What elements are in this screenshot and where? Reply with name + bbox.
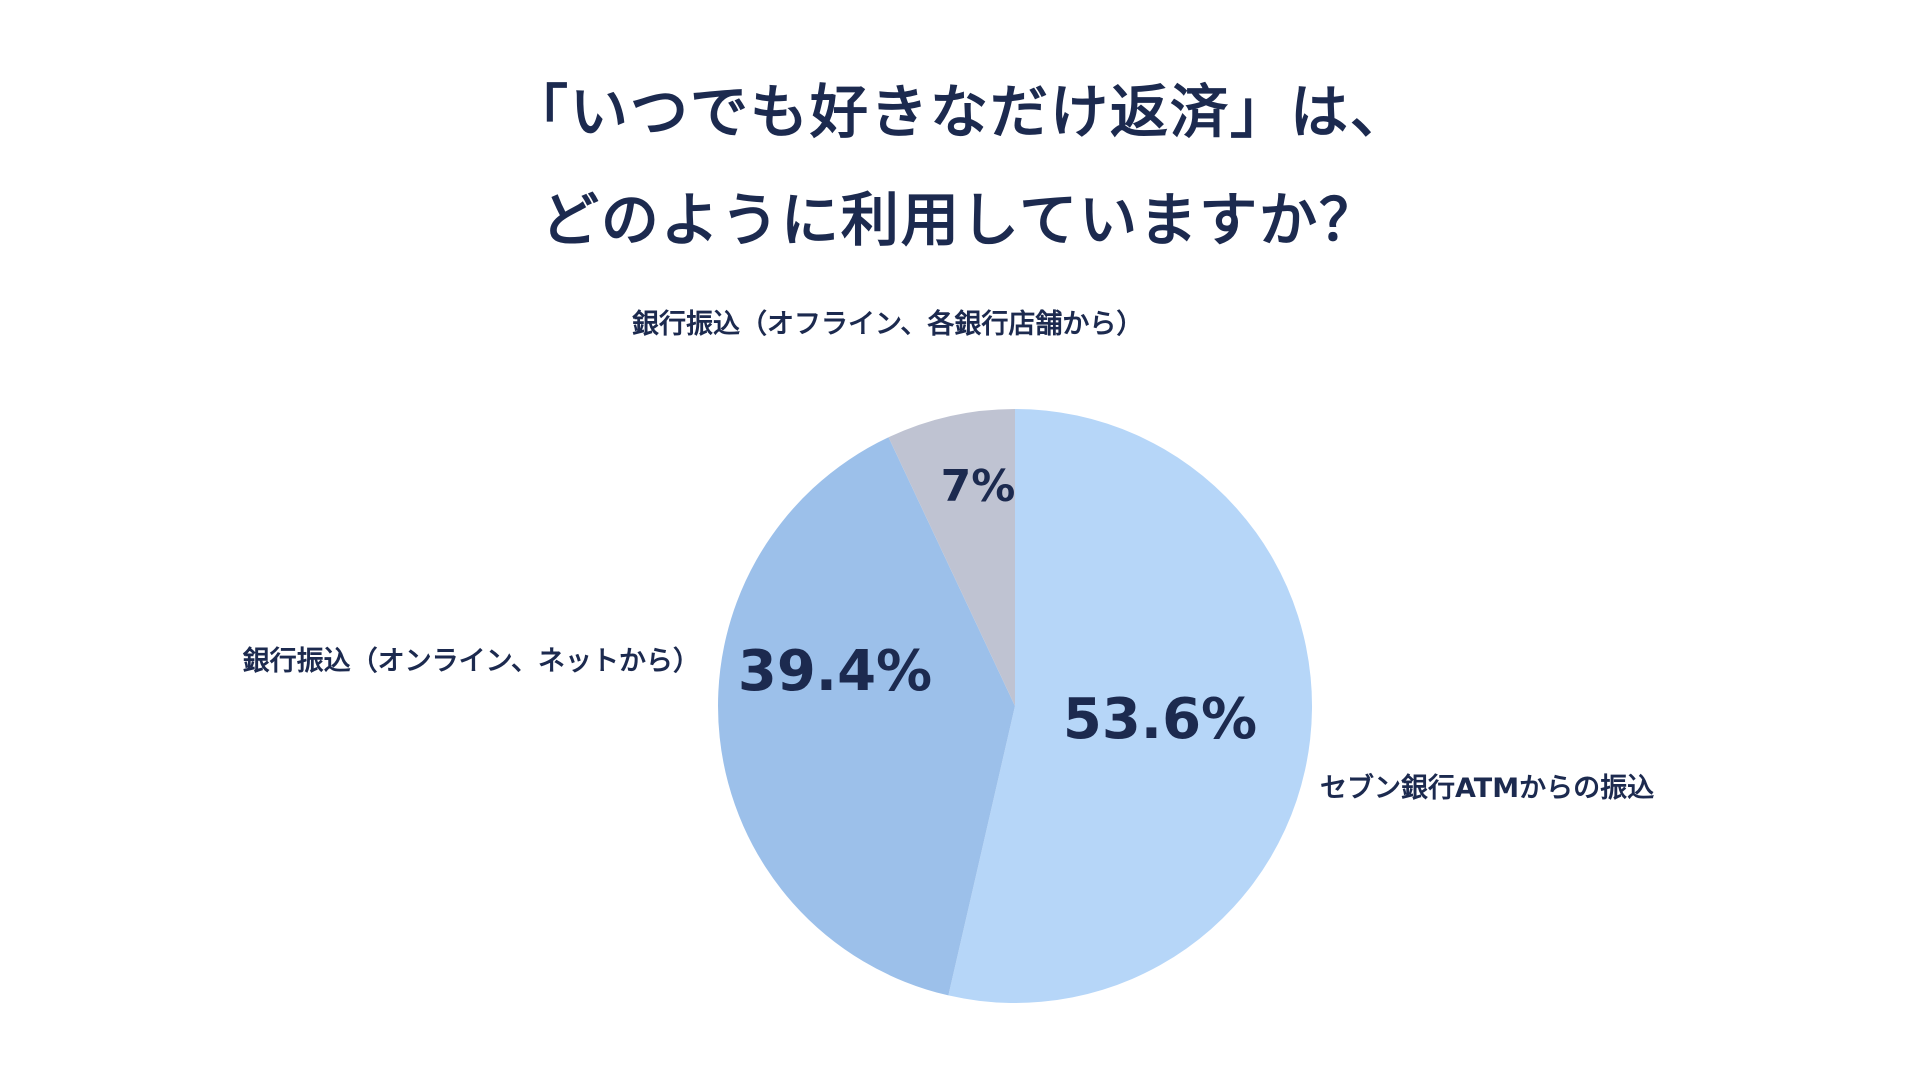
slice-category-label: 銀行振込（オフライン、各銀行店舗から） — [632, 308, 1143, 340]
slice-category-label: セブン銀行ATMからの振込 — [1320, 772, 1654, 804]
pie-slice — [948, 409, 1313, 1004]
pie-slice — [718, 437, 1015, 996]
category-labels: セブン銀行ATMからの振込 銀行振込（オンライン、ネットから） 銀行振込（オフライン… — [243, 308, 1654, 804]
pie-slice — [888, 409, 1015, 706]
value-labels: 53.6% 39.4% 7% — [738, 461, 1257, 752]
chart-title-line-2: どのように利用していますか？ — [540, 186, 1380, 254]
slice-value-label: 7% — [941, 461, 1016, 512]
chart-title: 「いつでも好きなだけ返済」は、 どのように利用していますか？ — [0, 58, 1920, 274]
slice-value-label: 53.6% — [1063, 687, 1257, 752]
slice-category-label: 銀行振込（オンライン、ネットから） — [243, 645, 700, 677]
slice-value-label: 39.4% — [738, 639, 932, 704]
chart-title-line-1: 「いつでも好きなだけ返済」は、 — [509, 78, 1410, 146]
pie-slices — [718, 409, 1313, 1004]
